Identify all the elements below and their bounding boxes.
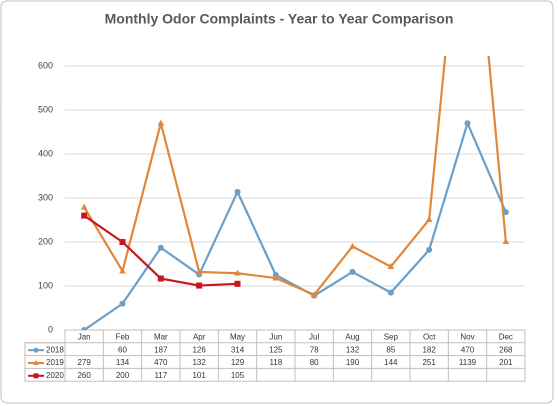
y-tick-label: 400	[38, 148, 53, 158]
marker	[234, 280, 241, 287]
data-label: 187	[154, 345, 168, 354]
marker	[349, 242, 356, 249]
marker	[349, 268, 356, 275]
x-tick-label: Oct	[423, 333, 436, 342]
data-label: 105	[231, 371, 245, 380]
data-label: 251	[422, 358, 436, 367]
x-tick-label: Jul	[309, 333, 319, 342]
data-label: 126	[192, 345, 206, 354]
x-tick-label: Nov	[460, 333, 474, 342]
marker	[157, 119, 165, 126]
x-tick-label: Aug	[345, 333, 359, 342]
data-label: 200	[116, 371, 130, 380]
marker	[464, 120, 471, 127]
marker	[425, 215, 433, 222]
data-label: 117	[154, 371, 167, 380]
data-label: 132	[192, 358, 206, 367]
data-label: 144	[384, 358, 398, 367]
marker	[157, 244, 164, 251]
chart-title: Monthly Odor Complaints - Year to Year C…	[105, 11, 454, 27]
data-label: 118	[269, 358, 282, 367]
marker	[81, 212, 88, 219]
marker	[310, 291, 318, 298]
data-label: 80	[310, 358, 319, 367]
marker	[119, 300, 126, 307]
data-label: 190	[346, 358, 360, 367]
y-tick-label: 0	[48, 324, 53, 334]
y-tick-label: 300	[38, 192, 53, 202]
marker	[196, 282, 203, 289]
data-label: 78	[310, 345, 319, 354]
data-label: 201	[499, 358, 513, 367]
data-label: 268	[499, 345, 513, 354]
data-label: 470	[154, 358, 168, 367]
marker	[234, 188, 241, 195]
marker	[119, 267, 126, 274]
legend-marker	[33, 373, 39, 379]
x-tick-label: Jan	[78, 333, 91, 342]
marker	[234, 269, 241, 276]
marker	[119, 239, 126, 245]
series-line	[83, 56, 507, 296]
marker	[195, 268, 203, 275]
data-label: 129	[231, 358, 245, 367]
legend-label: 2020	[46, 371, 64, 380]
x-tick-label: Sep	[384, 333, 399, 342]
marker	[157, 275, 164, 282]
x-tick-label: Mar	[154, 333, 168, 342]
y-tick-label: 200	[38, 236, 53, 246]
data-label: 1139	[459, 358, 477, 367]
marker	[81, 327, 88, 330]
legend-marker	[33, 360, 39, 365]
data-label: 101	[192, 371, 206, 380]
y-tick-label: 500	[38, 104, 53, 114]
data-label: 260	[77, 371, 91, 380]
data-label: 470	[461, 345, 475, 354]
marker	[387, 289, 394, 296]
y-tick-label: 600	[38, 60, 53, 70]
data-label: 182	[422, 345, 436, 354]
x-tick-label: Dec	[499, 333, 513, 342]
x-tick-label: May	[230, 333, 245, 342]
marker	[272, 274, 280, 281]
data-label: 134	[116, 358, 130, 367]
y-tick-label: 100	[38, 280, 53, 290]
marker	[426, 246, 433, 253]
x-tick-label: Apr	[193, 333, 206, 342]
data-label: 85	[386, 345, 395, 354]
legend-label: 2019	[46, 358, 64, 367]
data-label: 314	[231, 345, 245, 354]
data-label: 60	[118, 345, 127, 354]
data-label: 279	[77, 358, 91, 367]
x-tick-label: Jun	[269, 333, 282, 342]
x-tick-label: Feb	[116, 333, 130, 342]
marker	[387, 263, 395, 270]
marker	[80, 203, 88, 210]
legend-marker	[33, 347, 39, 353]
marker	[502, 237, 510, 244]
data-label: 125	[269, 345, 283, 354]
data-label: 132	[346, 345, 360, 354]
legend-label: 2018	[46, 345, 64, 354]
